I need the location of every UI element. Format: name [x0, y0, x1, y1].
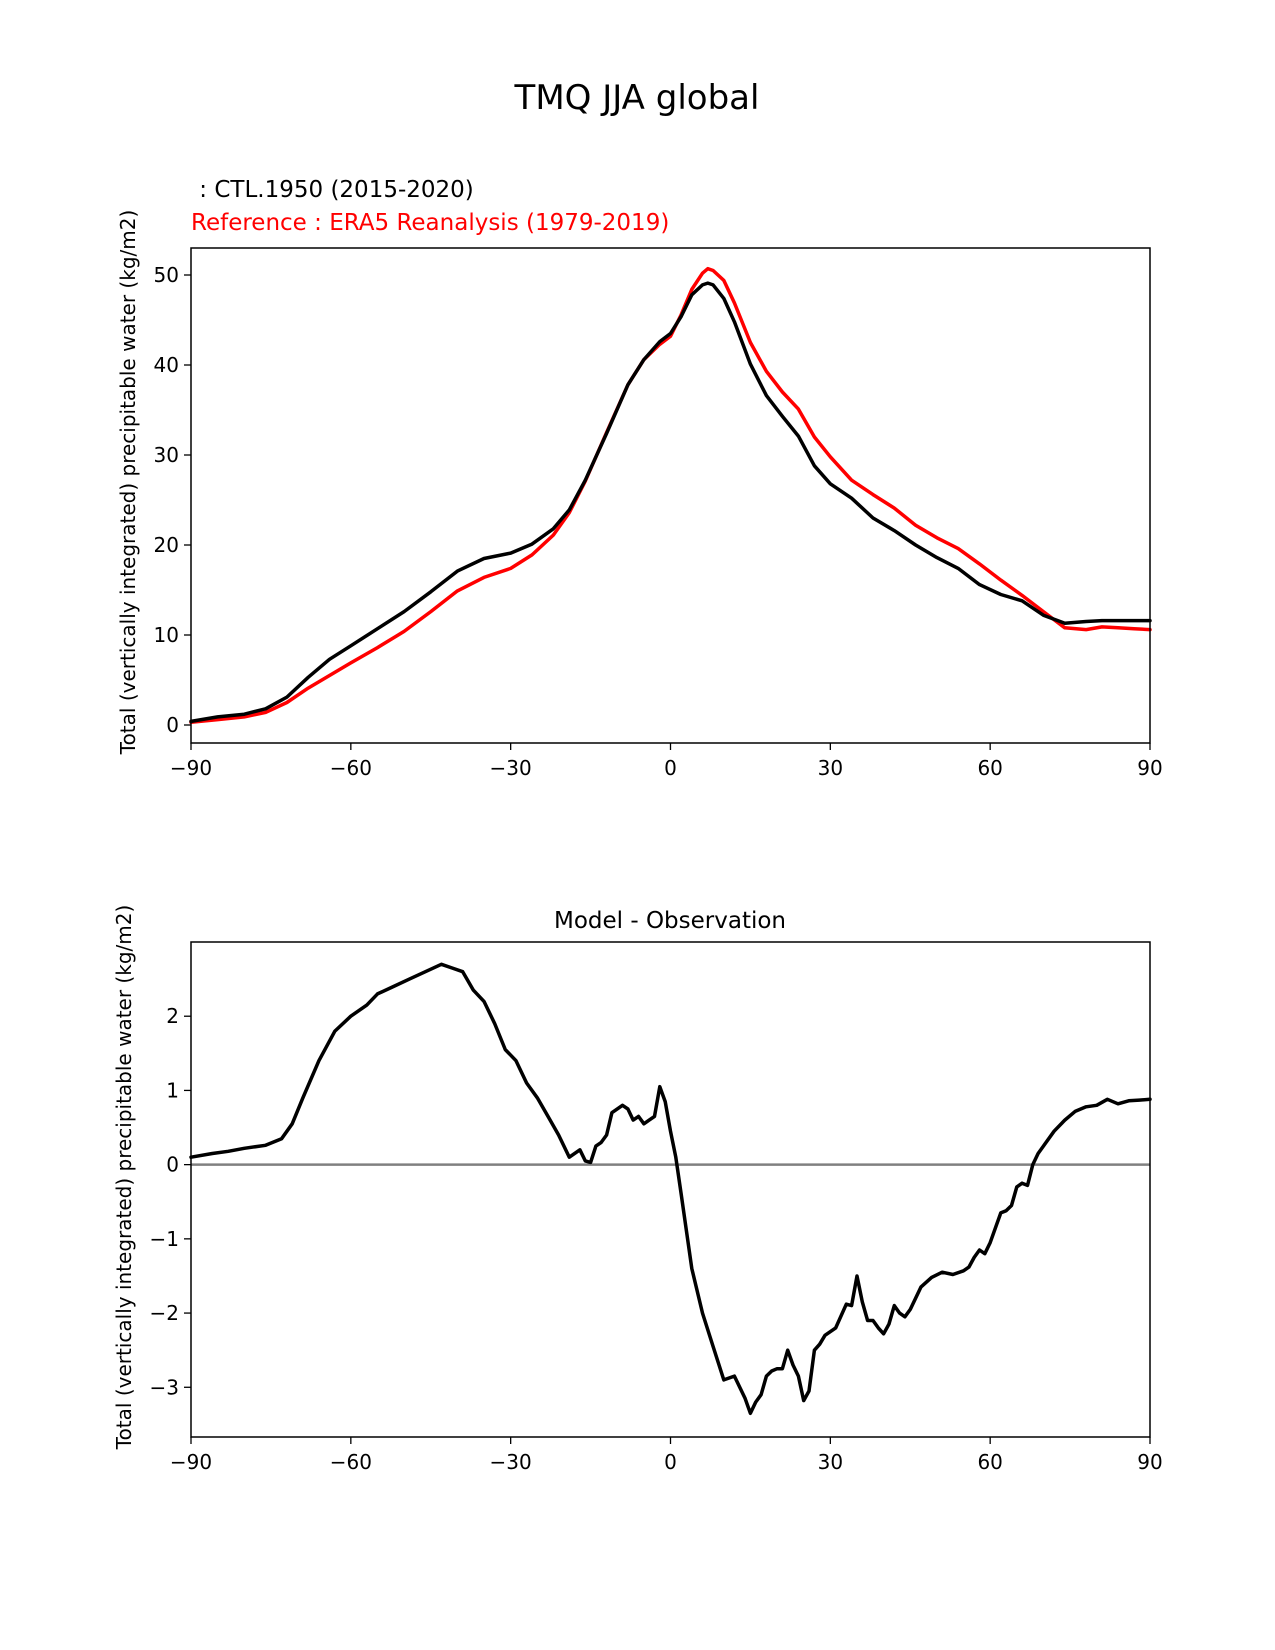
- y-tick-label: 50: [154, 263, 179, 287]
- top-ylabel: Total (vertically integrated) precipitab…: [116, 210, 140, 756]
- panel-bottom: Model - Observation Total (vertically in…: [112, 905, 1163, 1474]
- y-tick-label: 30: [154, 443, 179, 467]
- y-tick-label: 40: [154, 353, 179, 377]
- y-tick-label: −2: [150, 1301, 179, 1325]
- x-tick-label: −60: [330, 756, 372, 780]
- series-line-reference: [189, 266, 1152, 725]
- bottom-series: [189, 962, 1152, 1416]
- x-tick-label: −90: [170, 1450, 212, 1474]
- y-tick-label: 20: [154, 533, 179, 557]
- y-tick-label: 2: [166, 1004, 179, 1028]
- top-y-ticks: 0 10 20 30 40 50: [154, 263, 191, 737]
- x-tick-label: 60: [977, 1450, 1002, 1474]
- x-tick-label: 30: [818, 1450, 843, 1474]
- bottom-ylabel: Total (vertically integrated) precipitab…: [112, 905, 136, 1451]
- x-tick-label: 0: [664, 1450, 677, 1474]
- x-tick-label: −30: [490, 756, 532, 780]
- y-tick-label: −1: [150, 1227, 179, 1251]
- figure-title: TMQ JJA global: [514, 78, 760, 118]
- top-plot-frame: [190, 247, 1151, 744]
- y-tick-label: 0: [166, 713, 179, 737]
- x-tick-label: 90: [1137, 1450, 1162, 1474]
- x-tick-label: 30: [818, 756, 843, 780]
- bottom-x-ticks: −90 −60 −30 0 30 60 90: [170, 1437, 1163, 1474]
- series-line-test: [189, 281, 1152, 724]
- y-tick-label: 1: [166, 1078, 179, 1102]
- y-tick-label: 10: [154, 623, 179, 647]
- bottom-plot-frame: [190, 941, 1151, 1438]
- bottom-y-ticks: −3 −2 −1 0 1 2: [150, 1004, 191, 1399]
- test-label: : CTL.1950 (2015-2020): [192, 177, 474, 203]
- x-tick-label: 90: [1137, 756, 1162, 780]
- reference-label: Reference : ERA5 Reanalysis (1979-2019): [191, 210, 669, 236]
- x-tick-label: −90: [170, 756, 212, 780]
- top-series: [189, 266, 1152, 725]
- bottom-title: Model - Observation: [554, 908, 786, 934]
- y-tick-label: 0: [166, 1153, 179, 1177]
- x-tick-label: −60: [330, 1450, 372, 1474]
- x-tick-label: 60: [977, 756, 1002, 780]
- y-tick-label: −3: [150, 1375, 179, 1399]
- series-line-difference: [189, 962, 1152, 1416]
- top-x-ticks: −90 −60 −30 0 30 60 90: [170, 743, 1163, 780]
- panel-top: : CTL.1950 (2015-2020) Reference : ERA5 …: [116, 177, 1163, 780]
- x-tick-label: −30: [490, 1450, 532, 1474]
- x-tick-label: 0: [664, 756, 677, 780]
